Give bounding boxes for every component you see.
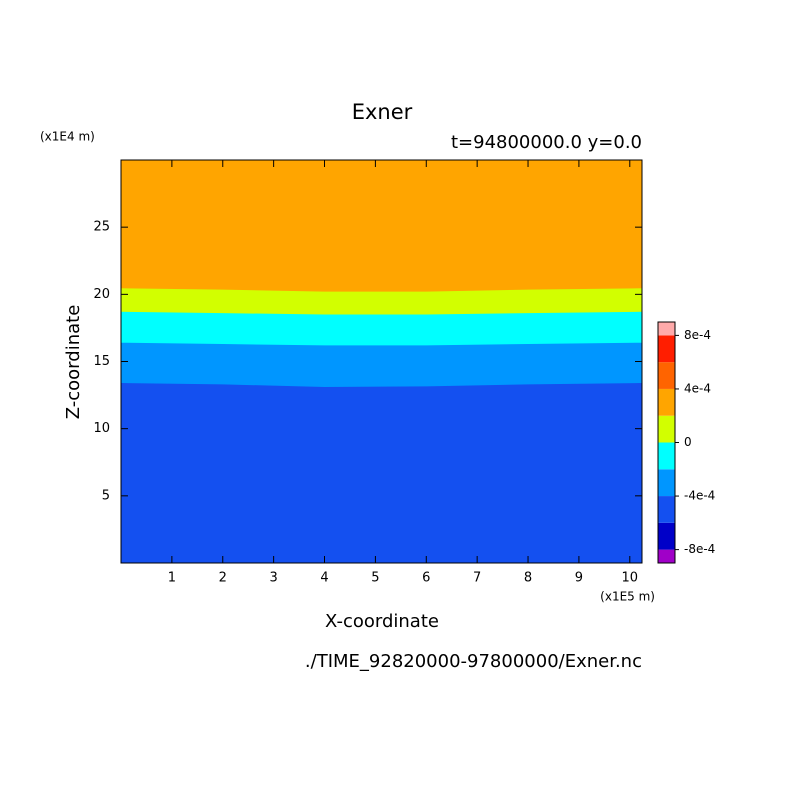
colorbar-box: [658, 322, 675, 336]
colorbar-box: [658, 388, 675, 416]
x-tick-label: 10: [622, 571, 639, 586]
colorbar-label: -8e-4: [684, 542, 715, 556]
colorbar-box: [658, 522, 675, 550]
y-tick-label: 10: [93, 421, 110, 436]
y-tick-label: 5: [102, 488, 110, 503]
x-tick-label: 7: [473, 571, 481, 586]
x-tick-label: 1: [168, 571, 176, 586]
y-tick-label: 20: [93, 287, 110, 302]
y-tick-label: 25: [93, 220, 110, 235]
x-tick-label: 9: [575, 571, 583, 586]
x-tick-label: 2: [219, 571, 227, 586]
x-tick-label: 4: [320, 571, 328, 586]
colorbar-box: [658, 335, 675, 363]
colorbar-box: [658, 549, 675, 563]
colorbar-box: [658, 442, 675, 470]
colorbar-box: [658, 469, 675, 497]
footer: ./TIME_92820000-97800000/Exner.nc: [305, 651, 642, 672]
colorbar-box: [658, 362, 675, 389]
x-axis-label: X-coordinate: [325, 611, 439, 632]
y-unit: (x1E4 m): [40, 130, 95, 144]
x-unit: (x1E5 m): [600, 590, 655, 604]
x-tick-label: 6: [422, 571, 430, 586]
colorbar-label: 0: [684, 435, 692, 449]
colorbar-label: 4e-4: [684, 381, 711, 395]
colorbar-box: [658, 415, 675, 443]
colorbar-label: 8e-4: [684, 328, 711, 342]
x-tick-label: 3: [269, 571, 277, 586]
chart-title: Exner: [352, 100, 413, 124]
contour-band: [121, 382, 642, 563]
x-tick-label: 8: [524, 571, 532, 586]
x-tick-label: 5: [371, 571, 379, 586]
colorbar-label: -4e-4: [684, 489, 715, 503]
y-tick-label: 15: [93, 354, 110, 369]
chart-subtitle: t=94800000.0 y=0.0: [451, 132, 642, 153]
y-axis-label: Z-coordinate: [63, 305, 84, 420]
colorbar-box: [658, 496, 675, 523]
